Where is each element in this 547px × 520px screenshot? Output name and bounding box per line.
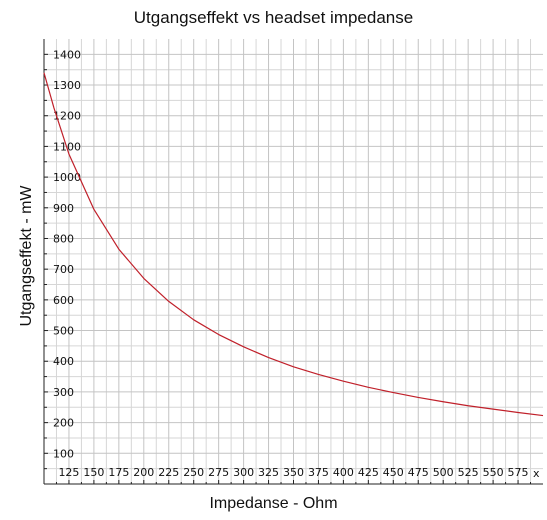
y-tick-label: 500 <box>53 325 74 338</box>
y-tick-label: 900 <box>53 202 74 215</box>
y-axis-label: Utgangseffekt - mW <box>18 185 35 327</box>
x-tick-label: 150 <box>83 466 104 479</box>
y-tick-label: 200 <box>53 417 74 430</box>
x-tick-label: 550 <box>483 466 504 479</box>
x-tick-label: 250 <box>183 466 204 479</box>
y-tick-label: 600 <box>53 294 74 307</box>
x-tick-label: 400 <box>333 466 354 479</box>
x-tick-label: 275 <box>208 466 229 479</box>
x-tick-label: 175 <box>108 466 129 479</box>
series-line <box>43 72 544 417</box>
x-tick-label: 425 <box>358 466 379 479</box>
y-tick-label: 800 <box>53 232 74 245</box>
y-tick-label: 400 <box>53 355 74 368</box>
chart-title: Utgangseffekt vs headset impedanse <box>133 8 414 27</box>
y-tick-label: 1000 <box>53 171 81 184</box>
x-tick-label: 225 <box>158 466 179 479</box>
x-tick-label: 475 <box>408 466 429 479</box>
x-tick-label: 325 <box>258 466 279 479</box>
x-tick-label: 350 <box>283 466 304 479</box>
y-tick-label: 1400 <box>53 48 81 61</box>
y-tick-label: 300 <box>53 386 74 399</box>
x-tick-label: 525 <box>458 466 479 479</box>
y-tick-label: 1300 <box>53 79 81 92</box>
x-tick-label: 500 <box>433 466 454 479</box>
x-tick-label: 125 <box>58 466 79 479</box>
x-axis-label: Impedanse - Ohm <box>209 495 338 512</box>
x-tick-label: 375 <box>308 466 329 479</box>
y-tick-label: 1200 <box>53 110 81 123</box>
y-tick-label: 100 <box>53 447 74 460</box>
y-tick-label: 700 <box>53 263 74 276</box>
x-tick-label: 575 <box>508 466 529 479</box>
x-tick-label: 200 <box>133 466 154 479</box>
x-axis-end-marker: x <box>533 467 540 480</box>
x-tick-label: 450 <box>383 466 404 479</box>
x-tick-label: 300 <box>233 466 254 479</box>
